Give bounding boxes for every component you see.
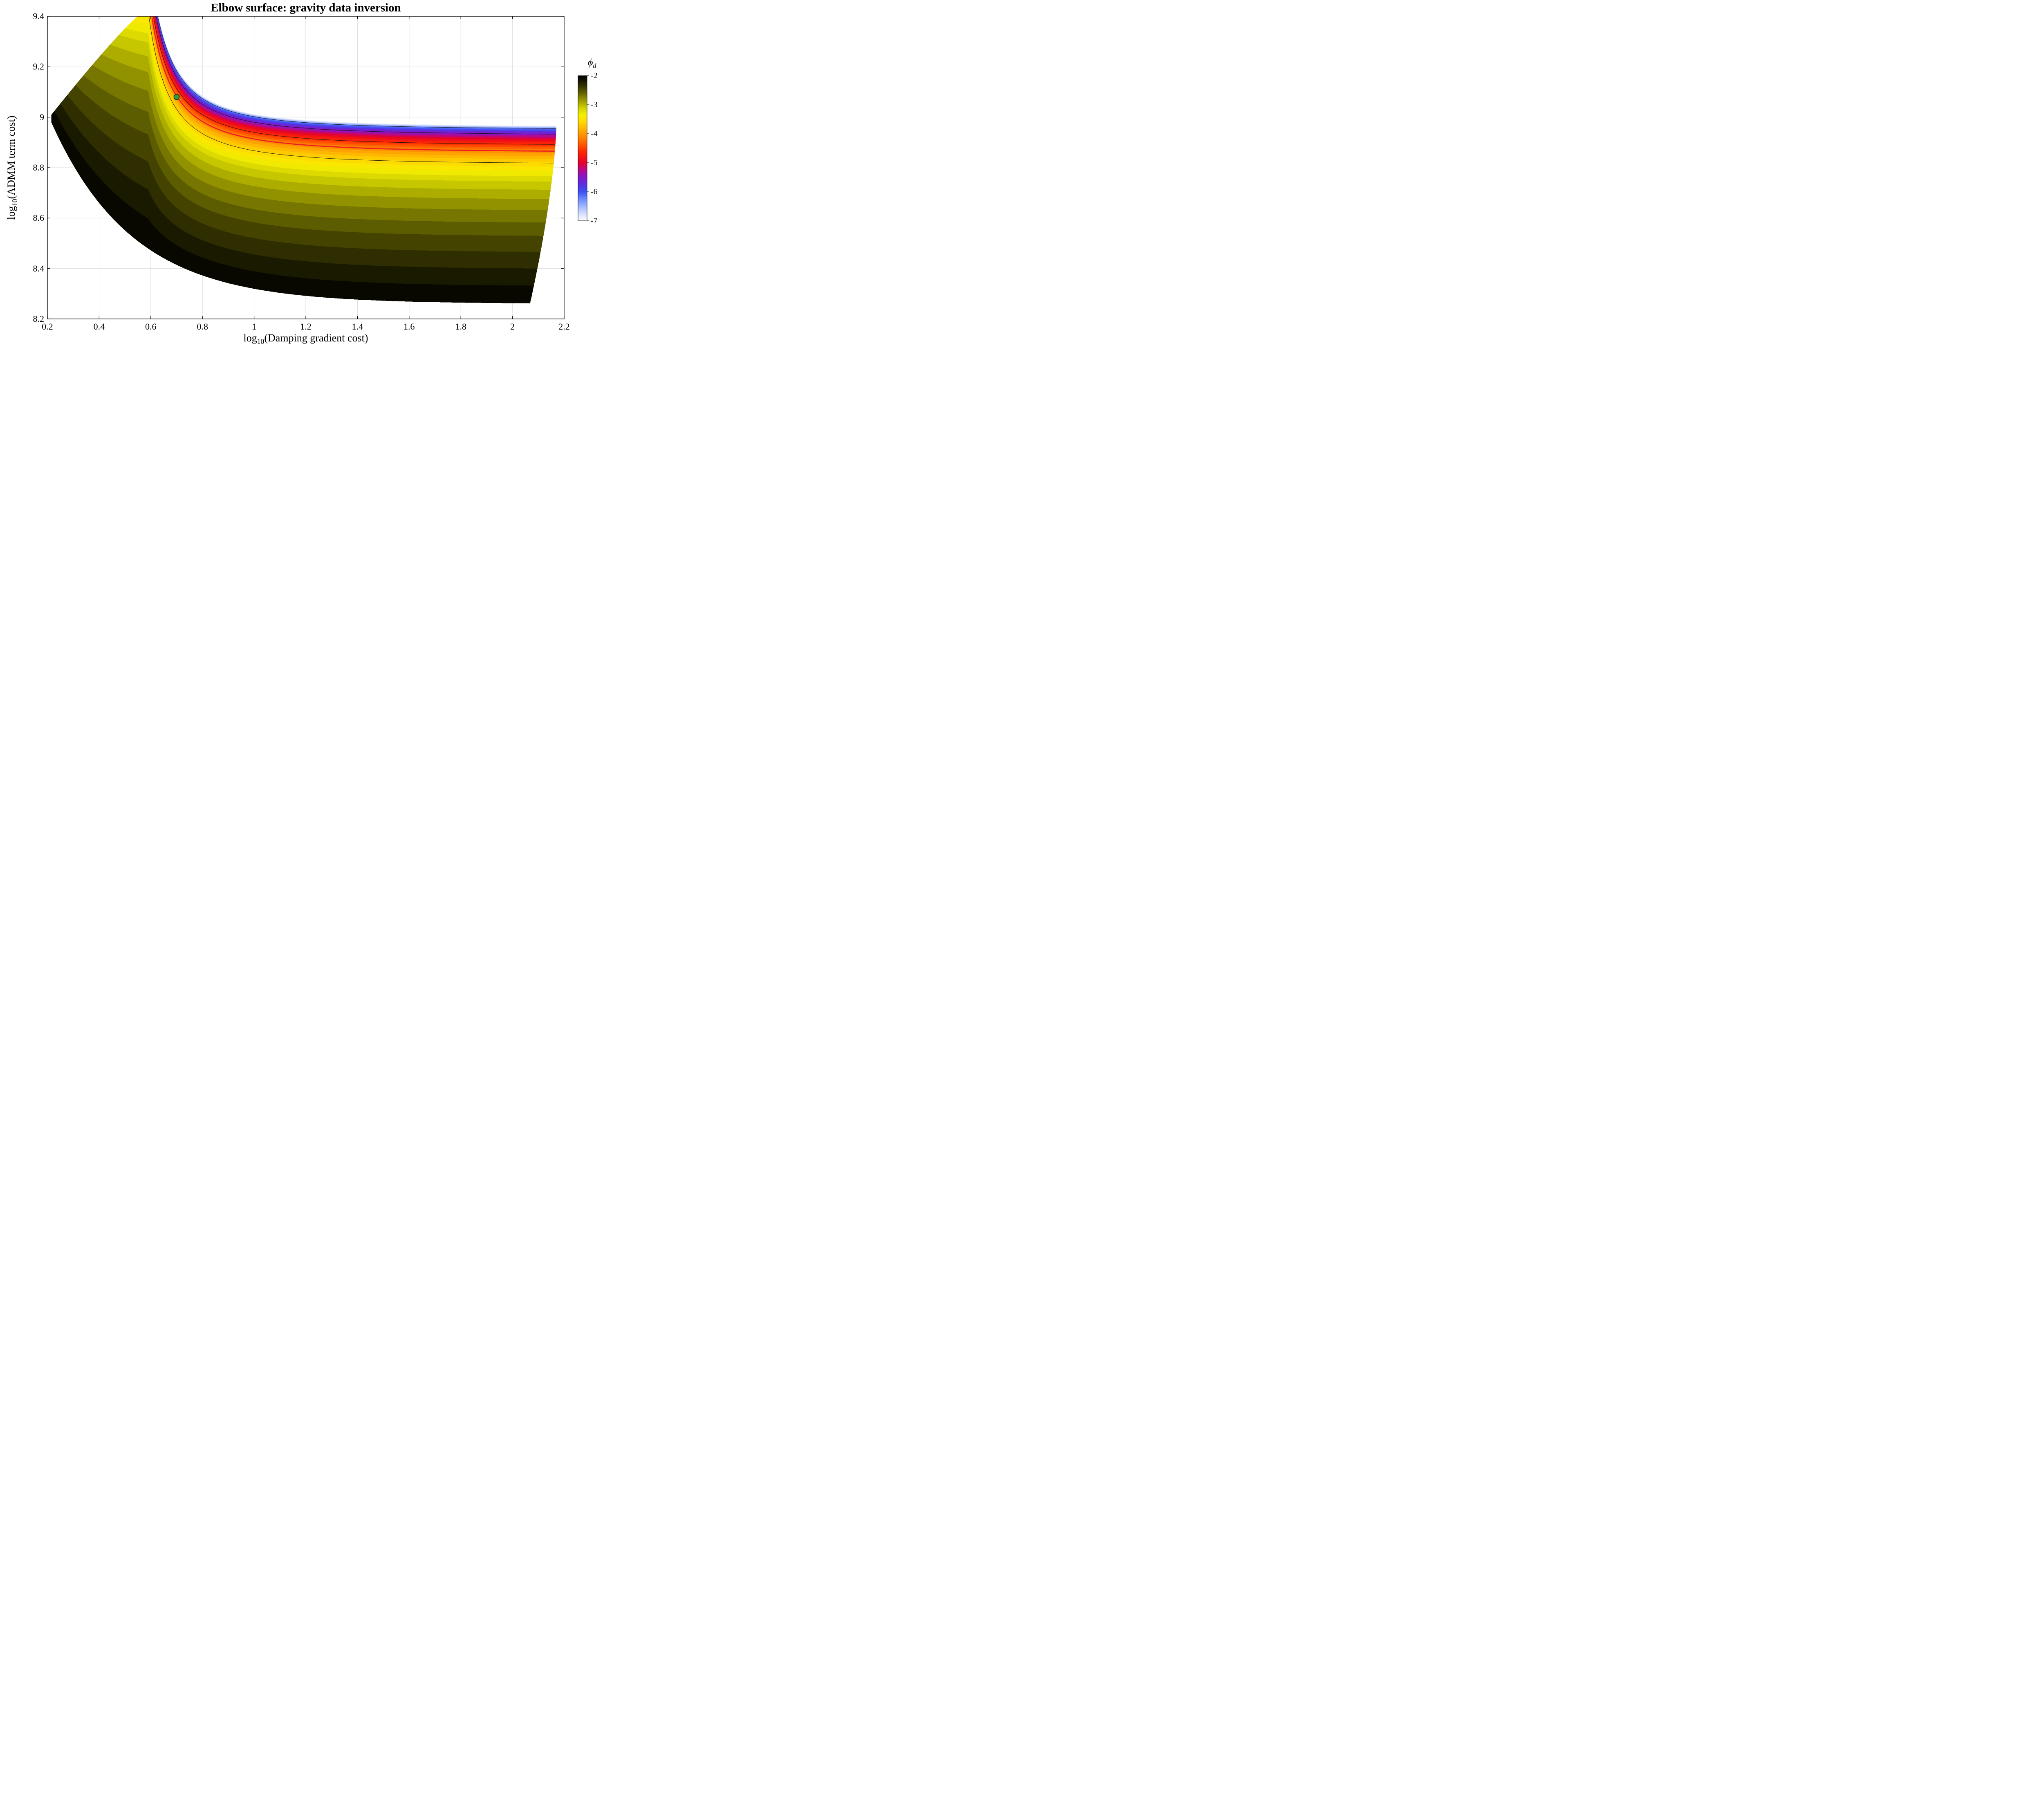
x-tick-label: 1.8 [455,321,466,332]
x-label-subscript: 10 [257,337,264,346]
y-label-subscript: 10 [11,199,19,206]
y-tick-label: 8.8 [33,162,45,173]
phi-symbol: ϕ [588,57,593,68]
x-tick-label: 1.4 [352,321,363,332]
x-tick-label: 0.2 [42,321,53,332]
y-tick-label: 8.2 [33,314,45,324]
x-tick-label: 0.6 [145,321,157,332]
x-label-text: (Damping gradient cost) [264,332,368,344]
x-tick-label: 1.2 [300,321,312,332]
colorbar-tick-label: -6 [591,187,598,196]
x-tick-label: 2 [510,321,515,332]
colorbar-tick-label: -3 [591,100,598,109]
x-label-log: log [243,332,257,344]
chart-title: Elbow surface: gravity data inversion [211,1,401,14]
y-tick-label: 8.6 [33,213,45,223]
x-tick-label: 2.2 [558,321,570,332]
colorbar-label: ϕd [588,57,596,70]
colorbar-tick-label: -2 [591,71,598,80]
y-tick-label: 9 [40,112,44,122]
y-tick-label: 9.4 [33,11,45,21]
figure-root: Elbow surface: gravity data inversion lo… [0,0,620,362]
colorbar-tick-label: -7 [591,216,598,225]
y-tick-label: 9.2 [33,61,45,72]
x-axis-label: log10(Damping gradient cost) [47,332,564,346]
x-tick-label: 1 [252,321,257,332]
y-tick-label: 8.4 [33,263,45,274]
x-tick-label: 1.6 [403,321,415,332]
phi-subscript: d [593,61,596,70]
colorbar-tick-label: -4 [591,129,598,138]
colorbar-tick-label: -5 [591,158,598,167]
contour-plot-canvas [0,0,620,362]
y-label-text: (ADMM term cost) [5,115,17,199]
x-tick-label: 0.8 [197,321,208,332]
x-tick-label: 0.4 [93,321,105,332]
